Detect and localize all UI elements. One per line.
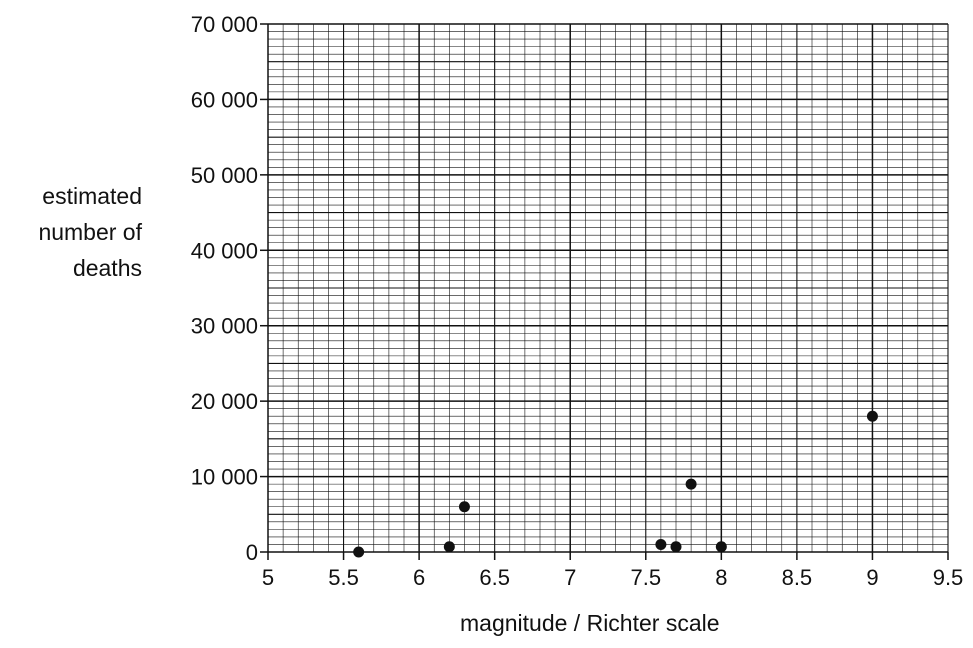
y-tick-label: 20 000 bbox=[191, 389, 258, 414]
grid bbox=[260, 23, 949, 560]
y-axis-label-line: deaths bbox=[72, 255, 142, 281]
y-axis-label-line: number of bbox=[38, 219, 142, 245]
data-point bbox=[458, 501, 470, 513]
x-tick-label: 8.5 bbox=[782, 565, 813, 590]
x-tick-label: 9.5 bbox=[933, 565, 964, 590]
x-tick-label: 7 bbox=[564, 565, 576, 590]
x-tick-labels: 5 5.5 6 6.5 7 7.5 8 8.5 9 9.5 bbox=[262, 565, 963, 590]
y-tick-label: 70 000 bbox=[191, 12, 258, 37]
data-point bbox=[655, 538, 667, 550]
x-axis-label: magnitude / Richter scale bbox=[460, 610, 720, 636]
data-point bbox=[866, 410, 878, 422]
data-point bbox=[685, 478, 697, 490]
y-tick-labels: 0 10 000 20 000 30 000 40 000 50 000 60 000 70 … bbox=[191, 12, 258, 565]
y-tick-label: 60 000 bbox=[191, 87, 258, 112]
data-point bbox=[670, 541, 682, 553]
y-tick-label: 30 000 bbox=[191, 314, 258, 339]
x-tick-label: 7.5 bbox=[630, 565, 661, 590]
x-tick-label: 6.5 bbox=[479, 565, 510, 590]
y-tick-label: 50 000 bbox=[191, 163, 258, 188]
data-point bbox=[443, 541, 455, 553]
data-points bbox=[353, 410, 878, 558]
x-tick-label: 5.5 bbox=[328, 565, 359, 590]
data-point bbox=[353, 546, 365, 558]
x-tick-label: 9 bbox=[866, 565, 878, 590]
y-tick-label: 10 000 bbox=[191, 465, 258, 490]
x-tick-label: 8 bbox=[715, 565, 727, 590]
y-tick-label: 0 bbox=[246, 540, 258, 565]
y-axis-label: estimated number of deaths bbox=[0, 178, 142, 286]
y-tick-label: 40 000 bbox=[191, 238, 258, 263]
x-tick-label: 6 bbox=[413, 565, 425, 590]
data-point bbox=[715, 541, 727, 553]
y-axis-label-line: estimated bbox=[42, 183, 142, 209]
x-tick-label: 5 bbox=[262, 565, 274, 590]
